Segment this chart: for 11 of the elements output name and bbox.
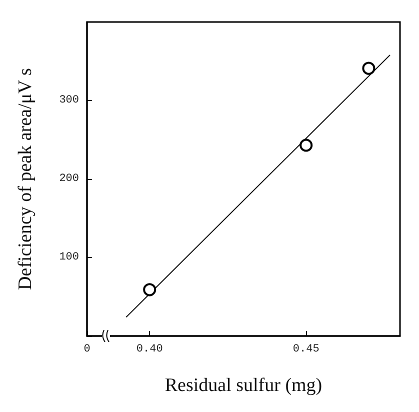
point [300, 138, 313, 152]
x-tick-label: 0 [84, 344, 90, 356]
y-tick-label: 200 [59, 173, 79, 185]
y-tick-label: 100 [59, 252, 79, 264]
point [143, 283, 156, 296]
y-axis-title: Deficiency of peak area/μV s [15, 68, 36, 290]
x-tick-label: 0.40 [136, 344, 163, 356]
x-axis-title: Residual sulfur (mg) [164, 375, 322, 396]
x-tick-label: 0.45 [292, 344, 320, 356]
point [362, 62, 376, 75]
y-tick-label: 300 [59, 94, 79, 106]
